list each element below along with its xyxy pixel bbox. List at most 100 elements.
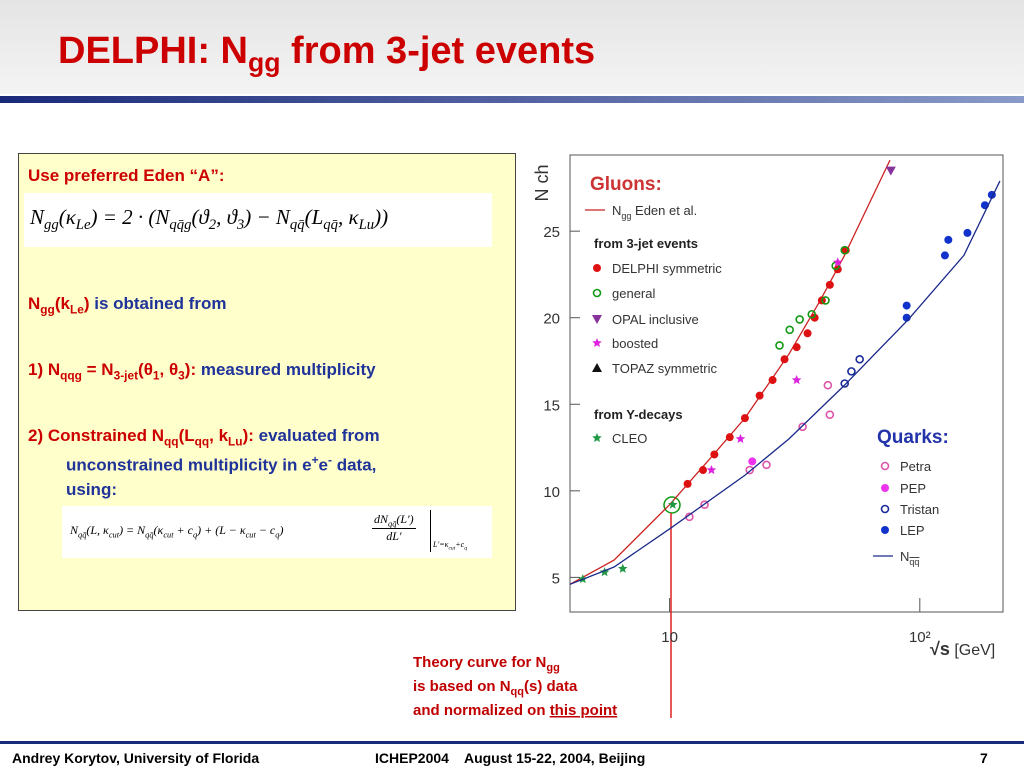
c: gg: [546, 662, 559, 674]
data-point: [840, 245, 850, 255]
y-tick-label: 25: [543, 224, 560, 241]
t: Lu: [228, 434, 243, 449]
y-axis-label: N ch: [532, 164, 552, 201]
f: (L: [304, 205, 324, 229]
data-point: [668, 499, 678, 509]
f: qq̄: [145, 530, 154, 540]
t: gg: [40, 302, 55, 317]
box-line: 1) Nqqg = N3-jet(θ1, θ3): measured multi…: [28, 360, 376, 382]
legend-marker: [592, 433, 602, 443]
data-point: [885, 166, 896, 176]
f: )): [374, 205, 389, 229]
page-number: 7: [980, 750, 988, 766]
data-point: [683, 479, 692, 488]
fraction: dNqq̄(L′) dL′: [372, 512, 416, 544]
data-point: [825, 410, 835, 419]
t: data,: [331, 455, 377, 475]
legend-marker: [592, 363, 602, 372]
x-tick-label: 10: [661, 629, 678, 646]
legend-label-part: N: [900, 549, 909, 564]
legend-label: boosted: [612, 336, 658, 351]
data-point: [700, 500, 709, 509]
formula-bg: [24, 193, 492, 247]
x-label-part: √s: [930, 639, 950, 659]
f: ) = 2 · (: [90, 205, 156, 229]
t: 1: [152, 368, 160, 383]
f: N: [155, 205, 170, 229]
y-tick-label: 15: [543, 397, 560, 414]
f: − c: [255, 523, 276, 537]
legend-label: OPAL inclusive: [612, 312, 699, 327]
t: qq: [194, 434, 210, 449]
legend-label-part: gg: [621, 211, 631, 221]
data-point: [785, 325, 794, 335]
t: evaluated from: [253, 426, 380, 445]
t: (L: [178, 426, 195, 445]
data-point: [855, 354, 864, 364]
x-axis-label: √s [GeV]: [930, 639, 995, 659]
t: -: [328, 453, 332, 467]
c: (s) data: [524, 678, 578, 695]
formula: Nqq̄(L, κcut) = Nqq̄(κcut + cq) + (L − κ…: [70, 523, 283, 539]
f: qq̄: [323, 217, 338, 234]
t: measured multiplicity: [196, 360, 376, 379]
data-point: [755, 391, 764, 400]
f: dN: [374, 512, 389, 526]
f: +c: [455, 540, 465, 549]
theory-curve: [569, 159, 891, 585]
legend-marker: [881, 484, 889, 492]
legend-label-part: qq: [909, 557, 919, 567]
callout: is based on Nqq(s) data: [413, 678, 578, 698]
t: ):: [184, 360, 197, 379]
y-tick-label: 5: [552, 570, 560, 587]
f: q: [275, 530, 280, 540]
x-label-part: [GeV]: [950, 642, 995, 659]
title-text: from 3-jet events: [280, 30, 596, 72]
footer-rule: [0, 741, 1024, 744]
legend-marker: [593, 264, 601, 272]
f: qq̄: [289, 217, 305, 234]
t: +: [311, 453, 319, 467]
data-point: [825, 280, 834, 289]
f: ) − N: [244, 205, 290, 229]
f: qq̄: [78, 530, 87, 540]
t: 3-jet: [113, 368, 139, 383]
legend-label: PEP: [900, 481, 926, 496]
data-point: [821, 296, 830, 305]
f: cut: [448, 545, 456, 552]
f: N: [70, 523, 79, 537]
legend-label-part: Eden et al.: [631, 203, 697, 218]
data-point: [740, 414, 749, 423]
title-band: [0, 0, 1024, 94]
t: Le: [69, 302, 84, 317]
legend-heading: from 3-jet events: [594, 236, 698, 251]
data-point: [762, 460, 771, 470]
data-point: [940, 251, 949, 260]
x-tick-label: 10²: [909, 629, 931, 646]
data-point: [810, 313, 819, 322]
box-line: Use preferred Eden “A”:: [28, 166, 225, 185]
f: qq̄g: [169, 217, 192, 234]
c: qq: [511, 686, 524, 698]
f: (κ: [58, 205, 76, 229]
c[interactable]: this point: [550, 702, 618, 719]
legend-heading: from Y-decays: [594, 407, 683, 422]
data-point: [710, 450, 719, 459]
data-point: [840, 379, 850, 388]
theory-curve: [569, 180, 1001, 585]
data-point: [823, 380, 833, 390]
f: (ϑ: [191, 205, 209, 229]
t: 2) Constrained N: [28, 426, 165, 445]
title-sub: gg: [248, 47, 281, 78]
data-point: [745, 465, 754, 475]
f: , κ: [337, 205, 359, 229]
legend-label: general: [612, 286, 655, 301]
data-point: [748, 457, 757, 466]
formula-bg: [62, 506, 492, 558]
title: DELPHI: Ngg from 3-jet events: [58, 30, 595, 79]
t: 3: [178, 368, 185, 383]
f: (L, κ: [86, 523, 109, 537]
legend-label: Nqq: [900, 549, 919, 567]
legend-marker: [592, 338, 602, 348]
